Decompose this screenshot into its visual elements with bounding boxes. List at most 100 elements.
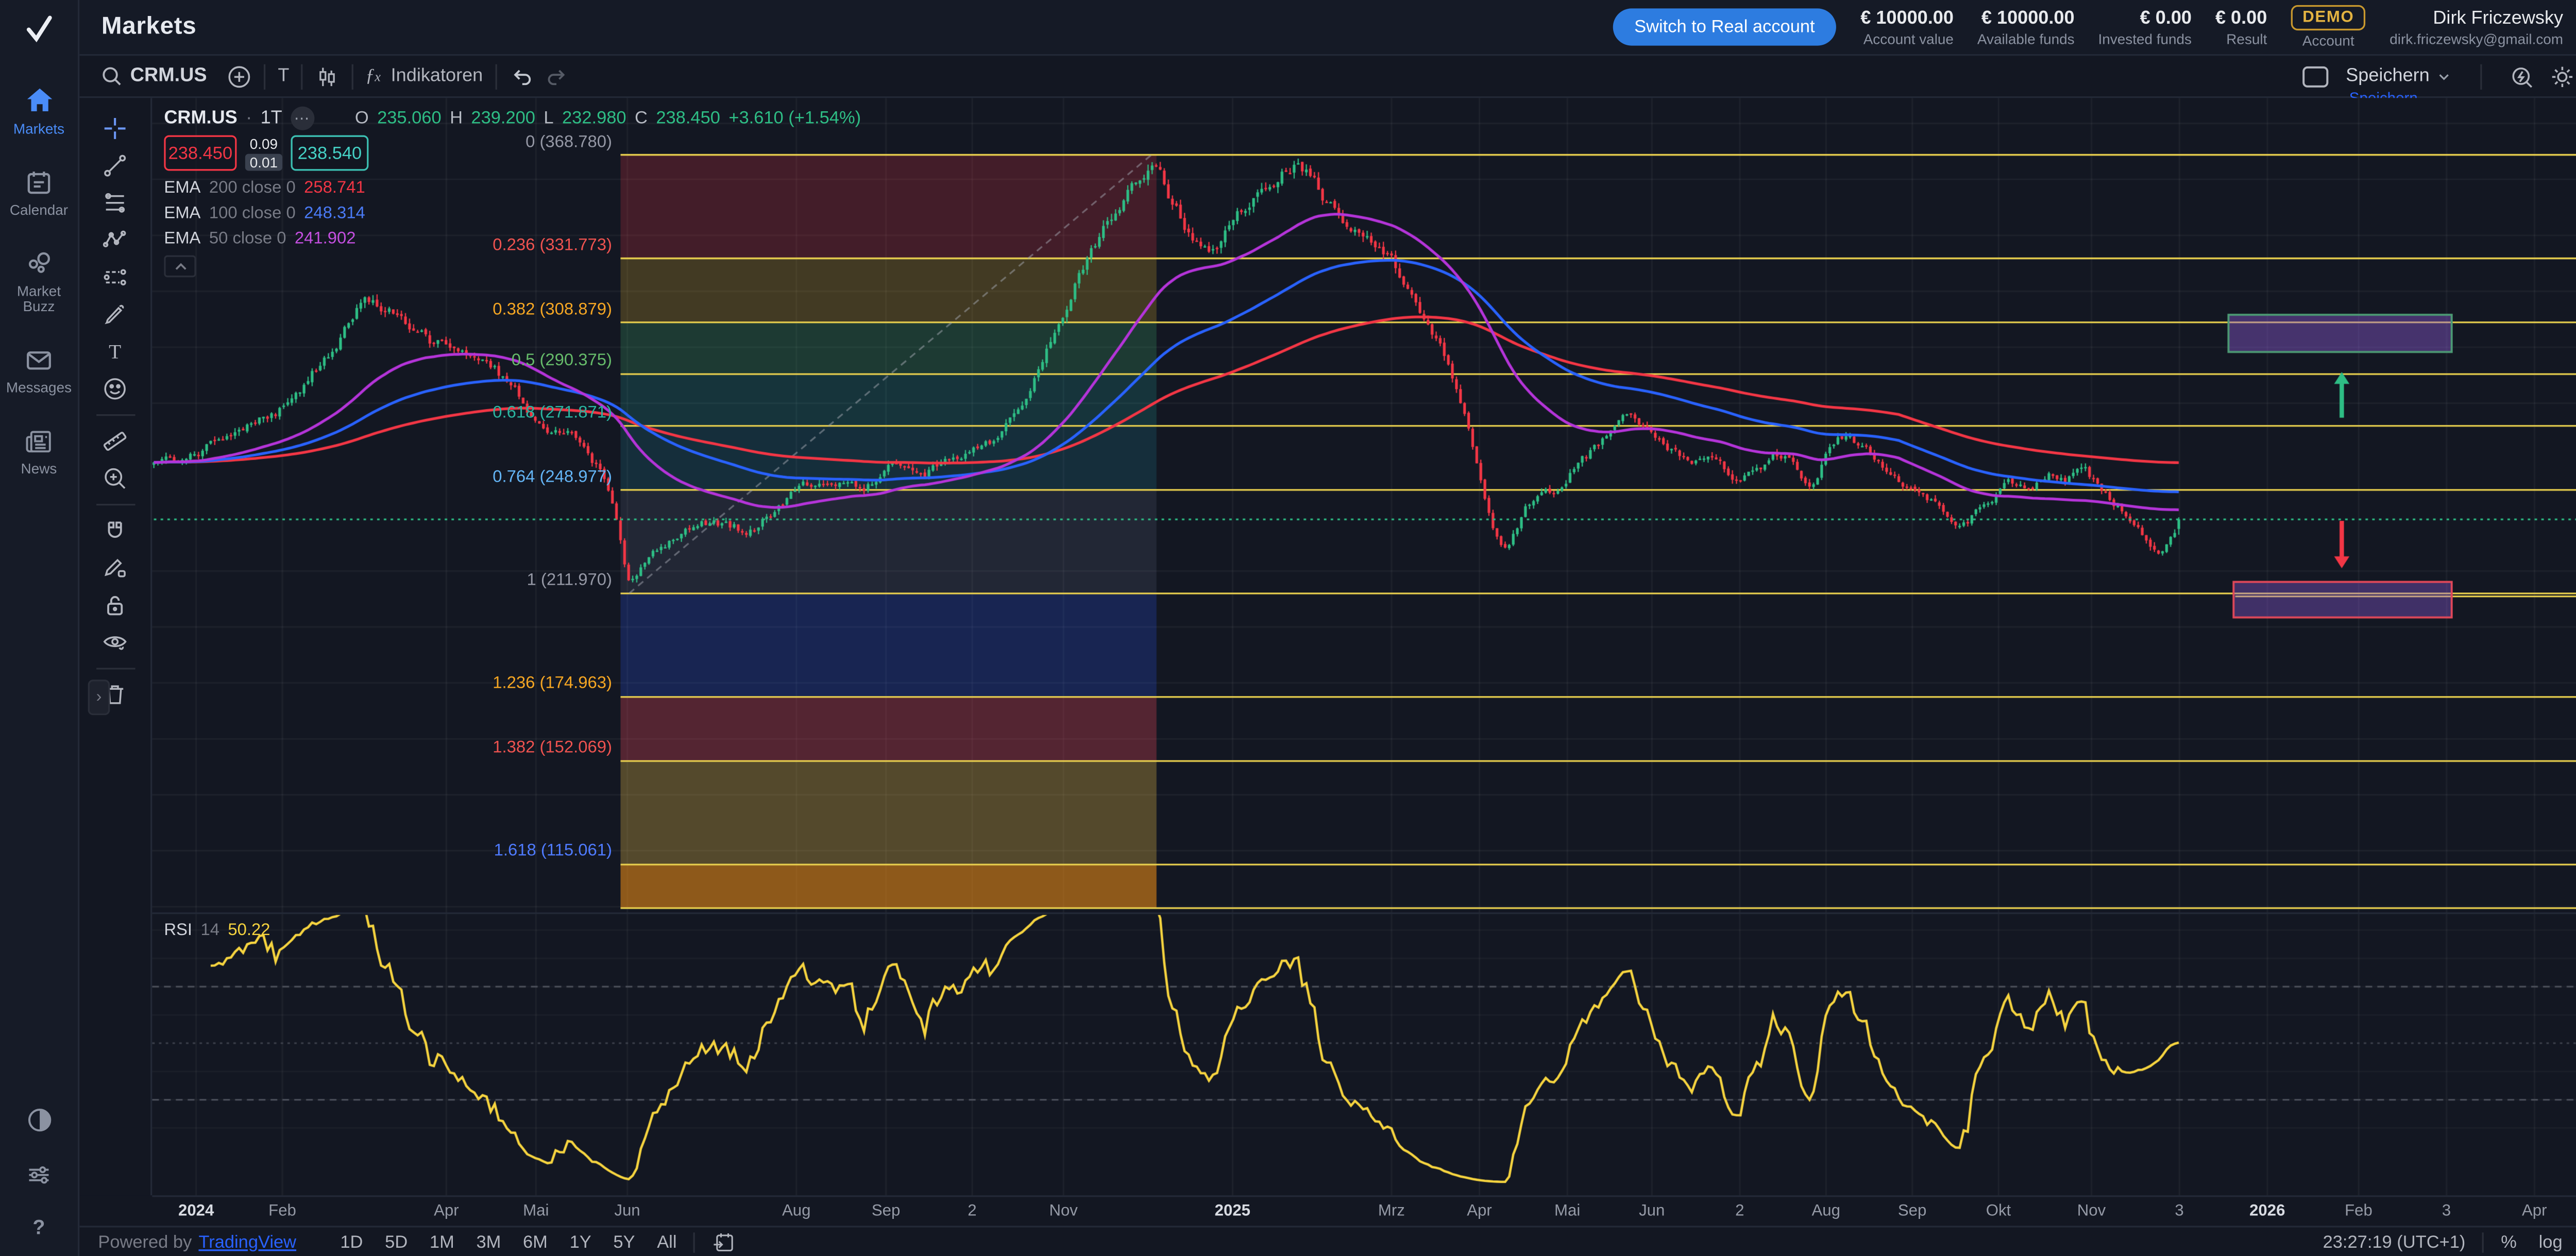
sidebar-item-label: Market Buzz	[16, 281, 61, 315]
time-tick: 2025	[1214, 1202, 1251, 1221]
legend-separator: ·	[246, 108, 252, 129]
rsi-params: 14	[200, 921, 219, 940]
undo-icon[interactable]	[509, 63, 534, 89]
quick-search-flash-icon[interactable]	[2509, 63, 2534, 89]
time-tick: Mrz	[1378, 1202, 1405, 1221]
topbar-right: Switch to Real account € 10000.00 Accoun…	[1612, 5, 2576, 49]
drawing-mode-pencil-tool[interactable]	[79, 550, 150, 587]
toolbar-separator	[301, 63, 303, 89]
range-1d[interactable]: 1D	[340, 1231, 363, 1252]
account-value-label: Account value	[1863, 29, 1954, 47]
legend-interval: 1T	[260, 108, 282, 129]
object-tree-handle[interactable]: ›	[88, 680, 110, 716]
ema-50-row[interactable]: EMA 50 close 0 241.902	[164, 230, 356, 249]
sidebar-item-market-buzz[interactable]: Market Buzz	[2, 248, 76, 316]
ohlc-high-label: H	[450, 108, 463, 129]
time-tick: Okt	[1986, 1202, 2011, 1221]
lock-all-tool[interactable]	[79, 587, 150, 624]
save-layout-button[interactable]: Speichern Speichern	[2346, 66, 2453, 107]
fib-retracement-tool[interactable]	[79, 184, 150, 222]
magnet-tool[interactable]	[79, 512, 150, 549]
hide-drawings-eye-tool[interactable]	[79, 624, 150, 661]
symbol-search-button[interactable]: CRM.US	[79, 64, 207, 88]
sidebar-item-markets[interactable]: Markets	[2, 84, 76, 138]
chart-toolbar-right: Speichern Speichern	[2302, 63, 2576, 107]
sell-button[interactable]: 238.450	[164, 135, 237, 171]
spread-column: 0.09 0.01	[236, 135, 291, 171]
clock[interactable]: 23:27:19 (UTC+1)	[2323, 1231, 2466, 1252]
ohlc-close-value: 238.450	[656, 108, 720, 129]
broker-logo[interactable]	[0, 0, 78, 56]
goto-date-icon[interactable]	[712, 1230, 736, 1253]
measure-ruler-tool[interactable]	[79, 422, 150, 460]
gear-icon[interactable]	[2550, 63, 2575, 89]
switch-to-real-account-button[interactable]: Switch to Real account	[1612, 8, 1837, 46]
sidebar-item-label: Markets	[13, 120, 65, 137]
legend-collapse-button[interactable]	[164, 255, 196, 278]
trend-line-tool[interactable]	[79, 147, 150, 184]
time-tick: 2026	[2249, 1202, 2285, 1221]
chart-canvas[interactable]	[152, 98, 2576, 1196]
redo-icon[interactable]	[544, 63, 569, 89]
buzz-bubbles-icon	[24, 248, 54, 278]
zoom-in-tool[interactable]	[79, 460, 150, 497]
available-funds-stat: € 10000.00 Available funds	[1977, 8, 2075, 46]
ohlc-high-value: 239.200	[471, 108, 536, 129]
symbol-name: CRM.US	[130, 65, 207, 87]
interval-button[interactable]: T	[278, 65, 290, 87]
time-tick: 3	[2442, 1202, 2451, 1221]
preferences-sliders-icon[interactable]	[25, 1162, 53, 1189]
toolbar-separator	[264, 63, 266, 89]
brush-tool[interactable]	[79, 296, 150, 333]
crosshair-tool[interactable]	[79, 110, 150, 147]
time-tick: 2	[968, 1202, 977, 1221]
user-name: Dirk Friczewsky	[2433, 7, 2564, 28]
time-tick: Aug	[782, 1202, 811, 1221]
theme-contrast-icon[interactable]	[25, 1106, 54, 1134]
nav-sidebar: Markets Calendar Market Buzz Messages Ne…	[0, 0, 80, 1256]
position-tool[interactable]	[79, 259, 150, 296]
range-5y[interactable]: 5Y	[613, 1231, 635, 1252]
time-tick: Nov	[2077, 1202, 2106, 1221]
time-tick: Apr	[2521, 1202, 2547, 1221]
percent-scale-toggle[interactable]: %	[2501, 1231, 2517, 1252]
legend-symbol[interactable]: CRM.US	[164, 108, 238, 129]
sidebar-item-calendar[interactable]: Calendar	[2, 167, 76, 219]
range-1m[interactable]: 1M	[429, 1231, 454, 1252]
available-funds: € 10000.00	[1981, 7, 2075, 28]
range-1y[interactable]: 1Y	[569, 1231, 591, 1252]
range-6m[interactable]: 6M	[523, 1231, 548, 1252]
invested-funds-stat: € 0.00 Invested funds	[2098, 8, 2192, 46]
demo-account-block: DEMO Account	[2291, 5, 2366, 49]
compare-add-icon[interactable]	[227, 63, 252, 89]
range-all[interactable]: All	[657, 1231, 677, 1252]
rsi-name: RSI	[164, 921, 193, 940]
demo-badge-label: Account	[2302, 32, 2354, 49]
toolbar-separator	[95, 503, 134, 506]
user-menu[interactable]: Dirk Friczewsky dirk.friczewsky@gmail.co…	[2389, 8, 2563, 46]
emoji-tool[interactable]	[79, 370, 150, 408]
range-3m[interactable]: 3M	[476, 1231, 501, 1252]
sidebar-item-messages[interactable]: Messages	[2, 345, 76, 397]
tradingview-link[interactable]: TradingView	[198, 1231, 297, 1252]
range-5d[interactable]: 5D	[385, 1231, 408, 1252]
xabcd-pattern-tool[interactable]	[79, 222, 150, 259]
ema-100-row[interactable]: EMA 100 close 0 248.314	[164, 205, 365, 224]
rsi-legend[interactable]: RSI 14 50.22	[164, 922, 270, 940]
time-tick: 2	[1735, 1202, 1744, 1221]
log-scale-toggle[interactable]: log	[2538, 1231, 2563, 1252]
legend-more-button[interactable]: ⋯	[291, 106, 315, 130]
ema-200-row[interactable]: EMA 200 close 0 258.741	[164, 179, 365, 198]
buy-button[interactable]: 238.540	[291, 135, 369, 171]
sidebar-item-news[interactable]: News	[2, 426, 76, 478]
time-axis[interactable]: 2024 Feb Apr Mai Jun Aug Sep 2 Nov 2025 Mrz Apr Mai J…	[152, 1195, 2576, 1226]
chart-style-candles-icon[interactable]	[315, 63, 340, 89]
time-tick: Feb	[268, 1202, 296, 1221]
ema-200-value: 258.741	[304, 179, 365, 198]
time-tick: 2024	[178, 1202, 214, 1221]
layout-box-icon[interactable]	[2302, 63, 2331, 89]
help-icon[interactable]: ?	[32, 1215, 45, 1240]
text-tool[interactable]: T	[109, 338, 122, 363]
